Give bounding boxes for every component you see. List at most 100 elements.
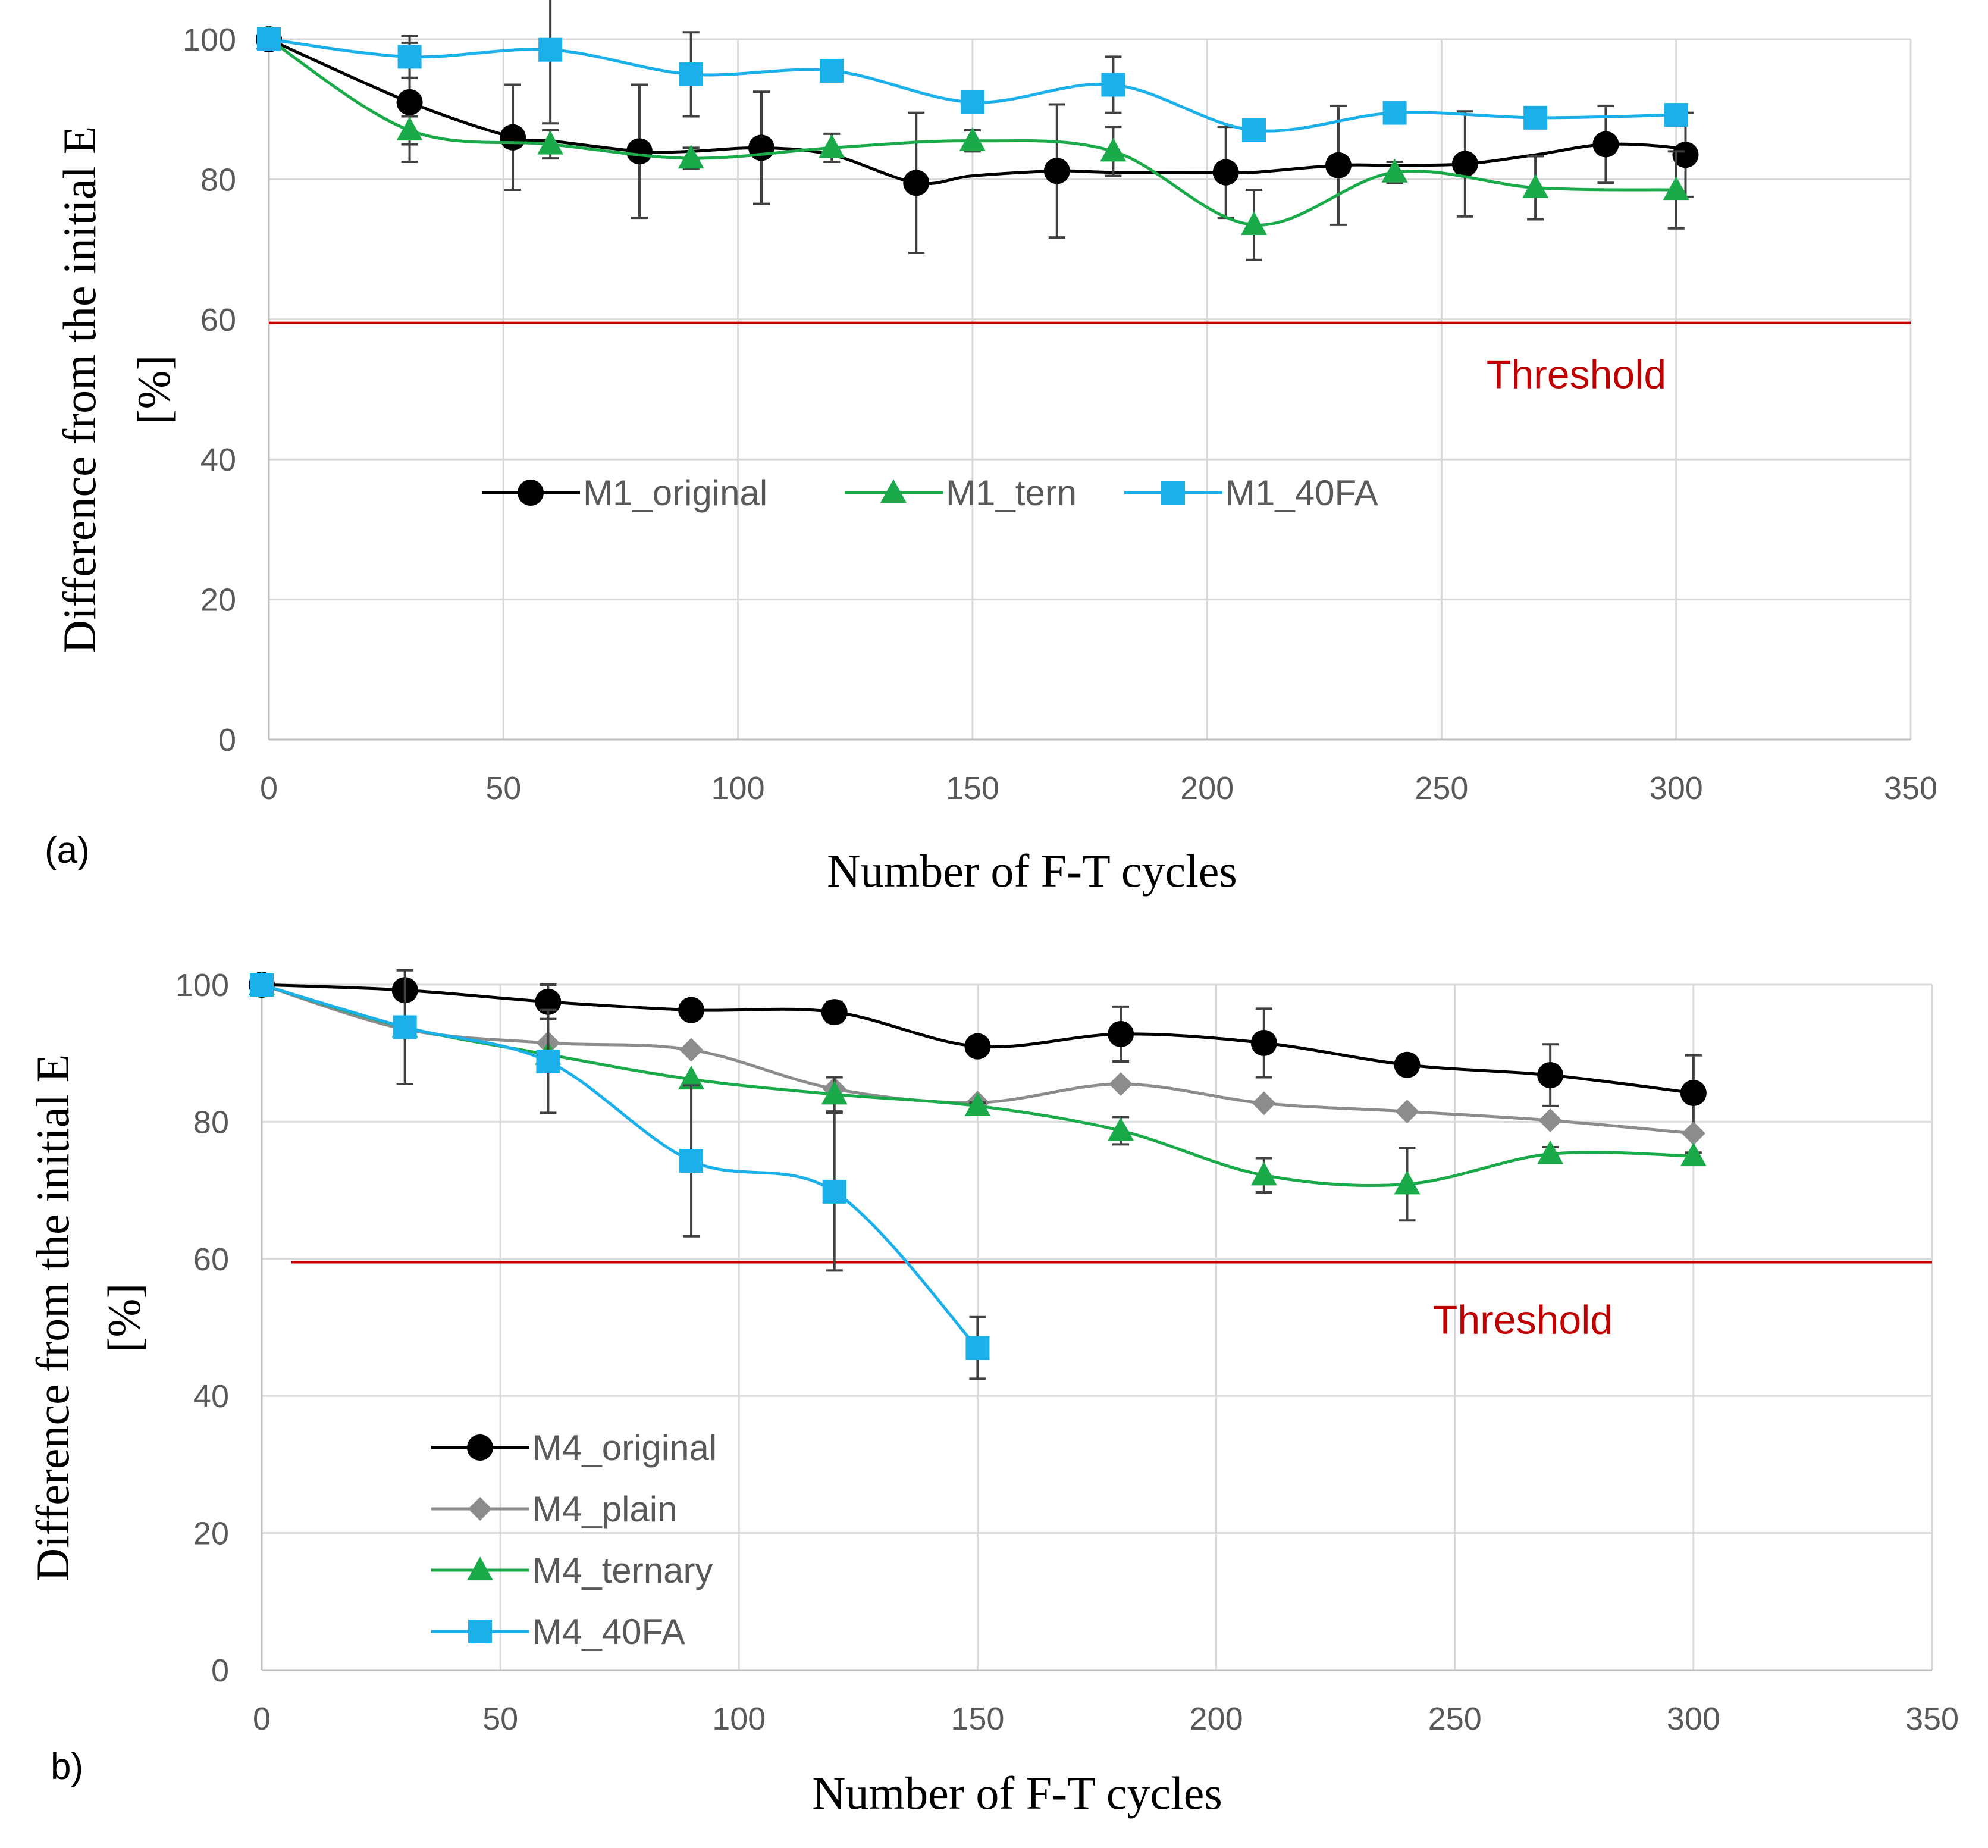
- data-point: [1681, 1121, 1705, 1145]
- data-point: [536, 1050, 560, 1074]
- series-line: [268, 37, 1687, 186]
- y-tick-label: 40: [200, 442, 236, 478]
- legend-label: M1_tern: [946, 473, 1077, 513]
- data-point: [1101, 73, 1125, 97]
- data-point: [960, 90, 984, 114]
- series-M1_tern: [256, 26, 1689, 261]
- data-point: [1523, 105, 1548, 130]
- y-tick-label: 40: [193, 1379, 229, 1414]
- data-point: [1451, 151, 1478, 177]
- data-point: [679, 62, 703, 86]
- x-tick-label: 150: [951, 1701, 1004, 1737]
- data-point: [821, 999, 848, 1026]
- threshold-label: Threshold: [1433, 1298, 1613, 1343]
- data-point: [678, 997, 705, 1023]
- data-point: [1108, 1020, 1134, 1047]
- legend-marker: [518, 480, 544, 506]
- panel-label: (a): [45, 830, 90, 871]
- y-axis-title: Difference from the initial E: [54, 126, 105, 654]
- data-point: [1250, 1161, 1277, 1186]
- data-point: [1394, 1051, 1421, 1078]
- x-tick-label: 200: [1180, 770, 1234, 806]
- data-point: [965, 1336, 990, 1360]
- data-point: [1522, 174, 1549, 198]
- legend-label: M4_ternary: [532, 1551, 713, 1590]
- legend-label: M4_plain: [532, 1489, 678, 1529]
- data-point: [1663, 176, 1689, 201]
- x-tick-label: 250: [1428, 1701, 1482, 1737]
- y-tick-label: 0: [218, 722, 236, 758]
- data-point: [1680, 1142, 1707, 1167]
- y-tick-label: 100: [183, 22, 236, 58]
- y-axis-title-unit: [%]: [128, 355, 180, 425]
- data-point: [1381, 158, 1408, 183]
- chart-panel-b: 0 20 40 60 80 100 0 50 100 150 200 250 300 350 Thresho…: [27, 967, 1959, 1819]
- data-point: [538, 37, 563, 62]
- x-tick-label: 100: [711, 770, 765, 806]
- chart-panel-a: 0 20 40 60 80 100 0 50 100 150 200 250 300 350 Thresho…: [45, 0, 1937, 897]
- data-point: [1672, 142, 1699, 168]
- series-line: [261, 983, 979, 1349]
- data-point: [1382, 101, 1407, 125]
- x-tick-label: 250: [1415, 770, 1468, 806]
- data-point: [257, 27, 281, 51]
- data-point: [626, 138, 653, 165]
- data-point: [1250, 1029, 1277, 1056]
- x-tick-label: 350: [1884, 770, 1937, 806]
- data-point: [1664, 103, 1688, 127]
- data-point: [1252, 1091, 1276, 1116]
- x-tick-label: 150: [946, 770, 999, 806]
- y-tick-label: 80: [200, 162, 236, 198]
- data-point: [679, 1038, 704, 1062]
- y-axis-title: Difference from the initial E: [27, 1054, 79, 1582]
- data-point: [1394, 1170, 1421, 1195]
- data-point: [1592, 131, 1619, 158]
- data-point: [964, 1033, 991, 1060]
- y-tick-label: 60: [193, 1242, 229, 1277]
- x-tick-label: 350: [1905, 1701, 1959, 1737]
- legend-label: M4_original: [532, 1428, 717, 1468]
- data-point: [1241, 211, 1267, 236]
- y-axis-title-unit: [%]: [98, 1283, 150, 1353]
- x-axis-title: Number of F-T cycles: [812, 1767, 1222, 1819]
- legend-label: M1_40FA: [1225, 473, 1378, 513]
- data-point: [822, 1179, 846, 1204]
- data-point: [748, 134, 774, 161]
- x-tick-label: 50: [482, 1701, 518, 1737]
- data-point: [820, 58, 844, 83]
- data-point: [500, 124, 526, 151]
- legend: M1_original M1_tern M1_40FA: [482, 473, 1378, 513]
- panel-label: b): [51, 1746, 83, 1787]
- data-point: [396, 89, 423, 115]
- data-point: [1537, 1140, 1564, 1164]
- legend-marker: [468, 1620, 492, 1643]
- data-point: [678, 145, 704, 169]
- legend-marker: [1161, 481, 1185, 505]
- data-point: [1538, 1108, 1563, 1133]
- x-tick-label: 300: [1667, 1701, 1720, 1737]
- data-point: [964, 1092, 991, 1117]
- x-tick-label: 0: [260, 770, 278, 806]
- data-point: [821, 1080, 848, 1105]
- x-tick-label: 50: [485, 770, 521, 806]
- y-tick-label: 20: [200, 582, 236, 618]
- data-point: [1325, 152, 1352, 178]
- data-point: [678, 1066, 705, 1090]
- x-tick-label: 100: [712, 1701, 766, 1737]
- y-tick-label: 100: [175, 967, 229, 1003]
- gridlines: [262, 983, 1933, 1670]
- data-point: [250, 973, 274, 997]
- y-tick-label: 60: [200, 302, 236, 338]
- data-point: [393, 1015, 417, 1039]
- legend-marker: [467, 1434, 493, 1461]
- x-axis-title: Number of F-T cycles: [827, 845, 1237, 897]
- data-point: [903, 170, 930, 196]
- data-point: [959, 127, 986, 151]
- x-tick-label: 300: [1650, 770, 1703, 806]
- data-point: [397, 45, 422, 69]
- legend-marker: [468, 1497, 492, 1521]
- data-point: [1212, 159, 1239, 186]
- data-point: [1537, 1062, 1564, 1089]
- data-point: [1242, 118, 1266, 143]
